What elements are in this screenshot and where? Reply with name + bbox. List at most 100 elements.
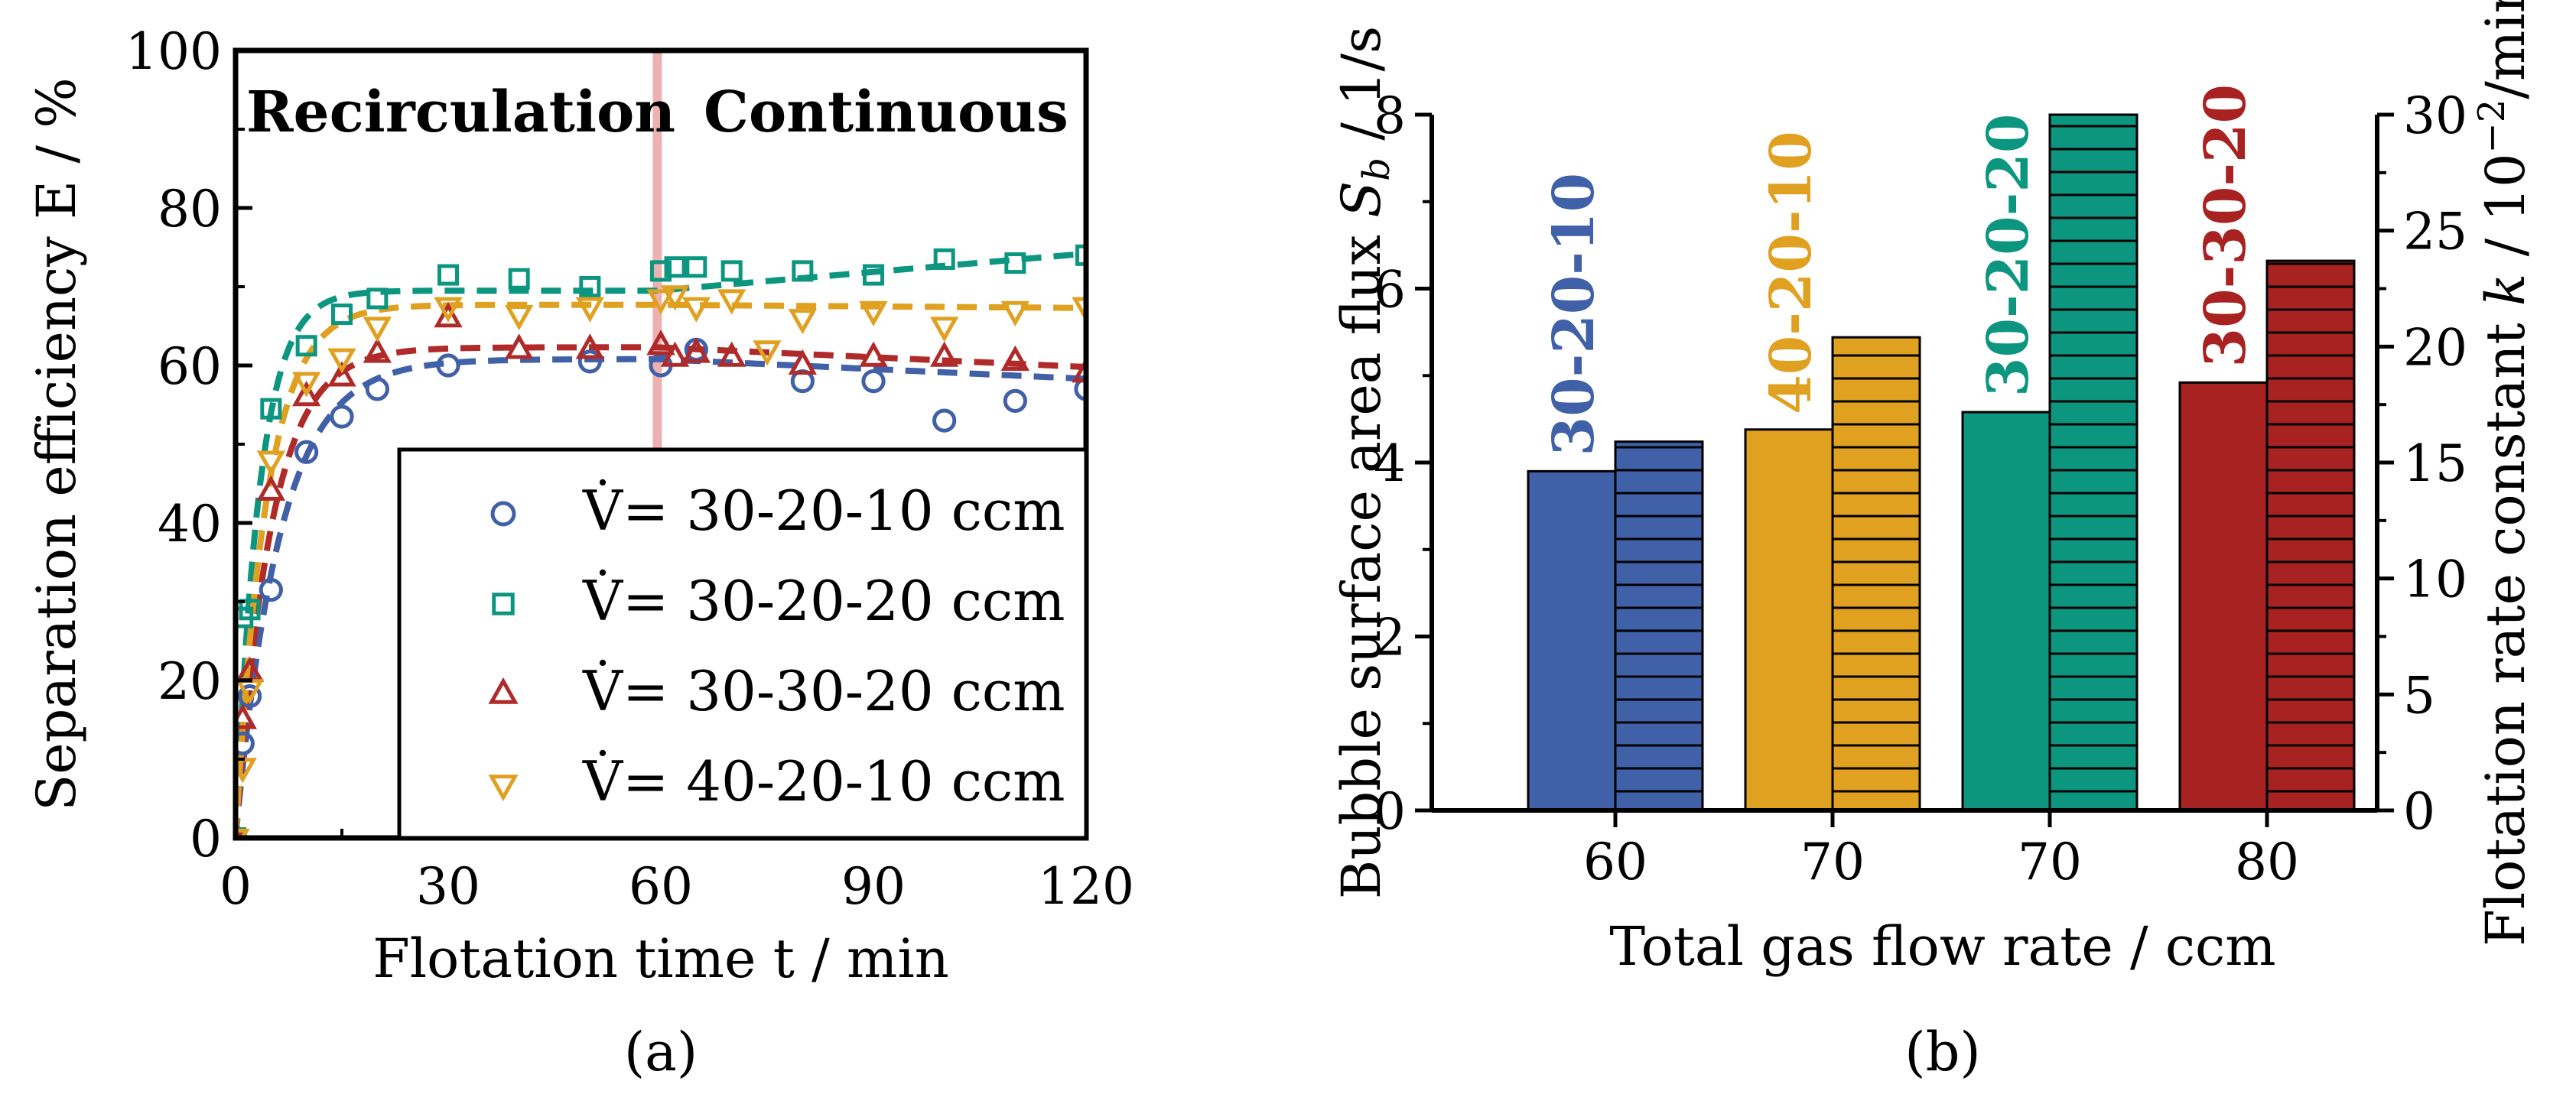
data-point [1004,252,1026,274]
y2-tick-label: 30 [2403,86,2467,145]
fit-curve [236,301,1086,838]
y2-tick-label: 10 [2403,550,2467,609]
y-tick-label: 100 [125,22,222,81]
data-point [1074,377,1086,401]
data-point [1003,388,1027,413]
data-point [575,333,605,359]
legend-label: V̇= 30-20-10 ccm [582,478,1065,543]
data-point [685,256,707,278]
data-point [295,335,317,357]
chart-a: 0 30 60 90 120 0 20 40 60 80 100 Recirculation Con… [25,22,1134,1083]
data-point [237,684,262,709]
x-tick-label: 70 [2018,833,2082,891]
data-point [660,285,690,311]
group-label: 30-20-10 [1541,173,1607,456]
y-tick-label: 40 [158,495,222,554]
data-point [363,337,392,363]
y-axis-label-left: Bubble surface area flux Sb / 1/s [1330,26,1398,899]
data-point [504,333,534,359]
data-point [236,731,255,756]
data-point [717,341,746,367]
bar-rate-constant-hatch [2048,113,2139,812]
x-tick-label: 30 [416,857,480,916]
y-tick-label: 2 [1374,609,1406,667]
data-point [649,260,672,282]
y-tick-label: 0 [1374,782,1406,841]
fit-curve [236,250,1086,838]
data-point [753,340,782,366]
data-point [256,450,286,476]
data-point [1072,297,1086,323]
legend-label: V̇= 30-30-20 ccm [582,658,1065,723]
data-point [436,353,460,378]
data-point [327,361,356,387]
data-point [646,330,675,356]
legend-marker [488,677,519,704]
group-label: 30-20-20 [1976,114,2041,397]
y-axis-label-right: Flotation rate constant k / 10−2/min [2470,0,2537,947]
bar-bubble-flux [1744,428,1834,812]
data-point [929,341,959,367]
data-point [929,317,959,343]
data-point [365,377,389,401]
data-point [577,349,602,374]
bar-bubble-flux [1527,469,1617,812]
data-point [291,372,321,398]
legend-label: V̇= 30-20-20 ccm [582,568,1065,633]
legend-marker [490,501,516,527]
y2-tick-label: 0 [2403,782,2435,841]
group-label: 40-20-10 [1758,131,1824,414]
data-point [434,297,463,323]
data-point [792,260,814,282]
x-tick-label: 60 [1583,833,1647,891]
data-point [859,341,888,367]
data-point [932,408,957,433]
data-point [327,348,356,374]
region-label-recirculation: Recirculation [246,80,675,145]
chart-b: 30-20-106040-20-107030-20-207030-30-2080… [1330,0,2537,1083]
bar-bubble-flux [1961,411,2051,812]
data-point [434,302,463,328]
x-tick-label: 60 [629,857,693,916]
data-point [660,341,690,367]
y2-tick-label: 15 [2403,434,2467,493]
bar-rate-constant-hatch [1831,336,1921,812]
y-axis-label: Separation efficiency E / % [25,77,88,810]
data-point [260,398,282,420]
x-tick-label: 70 [1800,833,1865,891]
data-point [720,260,743,282]
y-tick-label: 8 [1374,86,1406,145]
y2-tick-label: 20 [2403,318,2467,377]
legend-a: V̇= 30-20-10 ccm V̇= 30-20-20 ccm V̇= 30… [397,447,1088,840]
data-point [579,275,601,298]
data-point [291,381,321,407]
group-label: 30-30-20 [2193,84,2259,367]
data-point [717,289,746,315]
data-point [363,317,392,343]
data-point [788,349,818,375]
data-point [330,304,353,326]
bar-rate-constant-hatch [2265,259,2356,812]
data-point [437,264,460,286]
data-point [788,309,818,335]
x-tick-label: 80 [2235,833,2299,891]
data-point [681,297,711,323]
panel-label-a: (a) [624,1021,698,1083]
y2-tick-label: 25 [2403,203,2467,261]
data-point [366,287,389,310]
data-point [933,248,955,270]
x-axis-label: Flotation time t / min [372,927,949,990]
data-point [1072,357,1086,383]
data-point [504,304,534,331]
data-point [861,369,886,394]
data-point [508,268,530,290]
region-label-continuous: Continuous [704,80,1068,145]
bar-bubble-flux [2178,381,2269,812]
data-point [859,300,888,326]
legend-marker [488,774,519,802]
data-point [294,440,319,464]
x-tick-label: 90 [841,857,906,916]
data-point [575,297,605,323]
data-point [239,599,261,621]
